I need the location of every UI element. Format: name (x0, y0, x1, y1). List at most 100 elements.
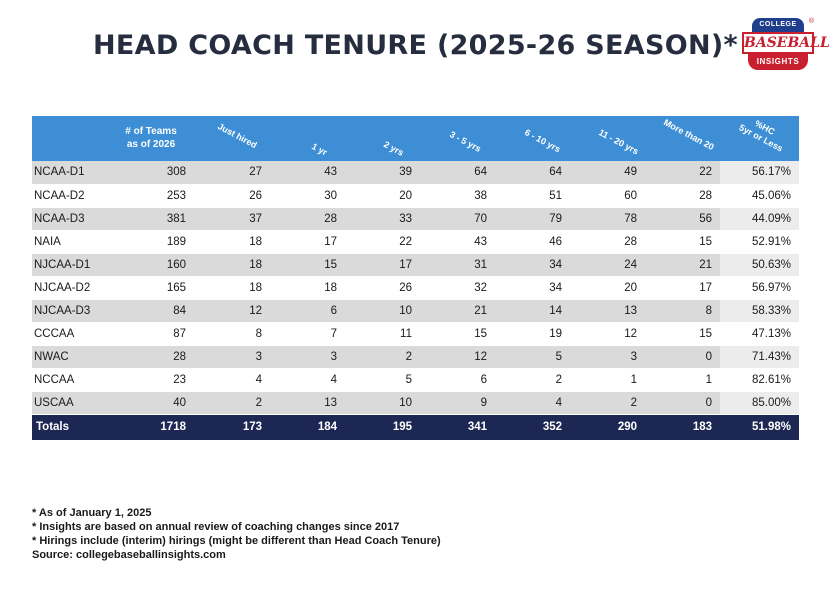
cell-6-10yrs: 2 (495, 368, 570, 392)
cell-pct-hc: 82.61% (720, 368, 799, 392)
cell-pct-hc: 50.63% (720, 253, 799, 277)
cell-teams: 84 (112, 299, 194, 323)
cell-2yrs: 2 (345, 345, 420, 369)
header-just-hired: Just hired (216, 121, 259, 151)
cell-11-20yrs: 49 (570, 161, 645, 185)
row-label: NWAC (32, 345, 112, 369)
header-3-5yrs: 3 - 5 yrs (448, 129, 483, 154)
cell-more-than-20: 1 (645, 368, 720, 392)
cell-just-hired: 26 (194, 184, 270, 208)
cell-2yrs: 39 (345, 161, 420, 185)
cell-6-10yrs: 4 (495, 391, 570, 415)
cell-3-5yrs: 70 (420, 207, 495, 231)
row-label: Totals (32, 414, 112, 441)
table-row: NCAA-D2 253 26 30 20 38 51 60 28 45.06% (32, 184, 799, 208)
cell-3-5yrs: 32 (420, 276, 495, 300)
source-note: Source: collegebaseballinsights.com (32, 549, 226, 561)
table-row: NJCAA-D2 165 18 18 26 32 34 20 17 56.97% (32, 276, 799, 300)
table-row: NJCAA-D1 160 18 15 17 31 34 24 21 50.63% (32, 253, 799, 277)
cell-pct-hc: 71.43% (720, 345, 799, 369)
cell-just-hired: 18 (194, 276, 270, 300)
cell-3-5yrs: 64 (420, 161, 495, 185)
header-2yrs: 2 yrs (382, 139, 406, 158)
cell-1yr: 3 (270, 345, 345, 369)
cell-teams: 23 (112, 368, 194, 392)
cell-2yrs: 17 (345, 253, 420, 277)
cell-6-10yrs: 34 (495, 253, 570, 277)
table-row: NCCAA 23 4 4 5 6 2 1 1 82.61% (32, 368, 799, 392)
cell-teams: 87 (112, 322, 194, 346)
footnote-1: * As of January 1, 2025 (32, 507, 152, 519)
cell-pct-hc: 47.13% (720, 322, 799, 346)
cell-pct-hc: 56.97% (720, 276, 799, 300)
header-6-10yrs: 6 - 10 yrs (523, 127, 563, 155)
cell-pct-hc: 51.98% (720, 414, 799, 441)
header-pct-hc: %HC 5yr or Less (737, 113, 790, 155)
header-1yr: 1 yr (310, 141, 329, 158)
cell-3-5yrs: 9 (420, 391, 495, 415)
cell-teams: 308 (112, 161, 194, 185)
cell-1yr: 184 (270, 414, 345, 441)
table-header: # of Teams as of 2026 Just hired 1 yr 2 … (32, 116, 799, 161)
cell-11-20yrs: 12 (570, 322, 645, 346)
table-row: NWAC 28 3 3 2 12 5 3 0 71.43% (32, 345, 799, 369)
totals-row: Totals 1718 173 184 195 341 352 290 183 51.98% (32, 414, 799, 441)
cell-2yrs: 10 (345, 391, 420, 415)
table-row: NCAA-D3 381 37 28 33 70 79 78 56 44.09% (32, 207, 799, 231)
row-label: USCAA (32, 391, 112, 415)
cell-just-hired: 18 (194, 253, 270, 277)
row-label: CCCAA (32, 322, 112, 346)
cell-just-hired: 12 (194, 299, 270, 323)
logo-middle-text: BASEBALL (742, 32, 830, 54)
cell-just-hired: 8 (194, 322, 270, 346)
cell-teams: 381 (112, 207, 194, 231)
cell-teams: 40 (112, 391, 194, 415)
cell-6-10yrs: 51 (495, 184, 570, 208)
cell-1yr: 17 (270, 230, 345, 254)
cell-pct-hc: 58.33% (720, 299, 799, 323)
cell-more-than-20: 22 (645, 161, 720, 185)
table-row: NJCAA-D3 84 12 6 10 21 14 13 8 58.33% (32, 299, 799, 323)
cell-6-10yrs: 14 (495, 299, 570, 323)
cell-2yrs: 33 (345, 207, 420, 231)
cell-2yrs: 11 (345, 322, 420, 346)
cell-11-20yrs: 20 (570, 276, 645, 300)
cell-11-20yrs: 290 (570, 414, 645, 441)
table-row: CCCAA 87 8 7 11 15 19 12 15 47.13% (32, 322, 799, 346)
row-label: NCAA-D2 (32, 184, 112, 208)
college-baseball-insights-logo: COLLEGE BASEBALL INSIGHTS ® (742, 18, 830, 82)
cell-6-10yrs: 352 (495, 414, 570, 441)
cell-6-10yrs: 64 (495, 161, 570, 185)
cell-1yr: 15 (270, 253, 345, 277)
cell-more-than-20: 21 (645, 253, 720, 277)
cell-just-hired: 37 (194, 207, 270, 231)
cell-1yr: 4 (270, 368, 345, 392)
cell-3-5yrs: 15 (420, 322, 495, 346)
cell-11-20yrs: 2 (570, 391, 645, 415)
footnote-2: * Insights are based on annual review of… (32, 521, 400, 533)
cell-6-10yrs: 5 (495, 345, 570, 369)
cell-3-5yrs: 43 (420, 230, 495, 254)
cell-11-20yrs: 3 (570, 345, 645, 369)
cell-pct-hc: 85.00% (720, 391, 799, 415)
cell-1yr: 30 (270, 184, 345, 208)
cell-more-than-20: 15 (645, 230, 720, 254)
cell-pct-hc: 52.91% (720, 230, 799, 254)
footnotes: * As of January 1, 2025 * Insights are b… (32, 506, 441, 562)
cell-more-than-20: 183 (645, 414, 720, 441)
cell-3-5yrs: 12 (420, 345, 495, 369)
cell-1yr: 28 (270, 207, 345, 231)
cell-more-than-20: 0 (645, 391, 720, 415)
cell-teams: 189 (112, 230, 194, 254)
cell-just-hired: 4 (194, 368, 270, 392)
row-label: NCAA-D3 (32, 207, 112, 231)
row-label: NCAA-D1 (32, 161, 112, 185)
tenure-table-body: NCAA-D1 308 27 43 39 64 64 49 22 56.17% NCAA-D2 253… (32, 161, 799, 441)
cell-11-20yrs: 60 (570, 184, 645, 208)
cell-1yr: 43 (270, 161, 345, 185)
cell-2yrs: 20 (345, 184, 420, 208)
row-label: NJCAA-D2 (32, 276, 112, 300)
cell-just-hired: 173 (194, 414, 270, 441)
cell-6-10yrs: 46 (495, 230, 570, 254)
cell-2yrs: 10 (345, 299, 420, 323)
